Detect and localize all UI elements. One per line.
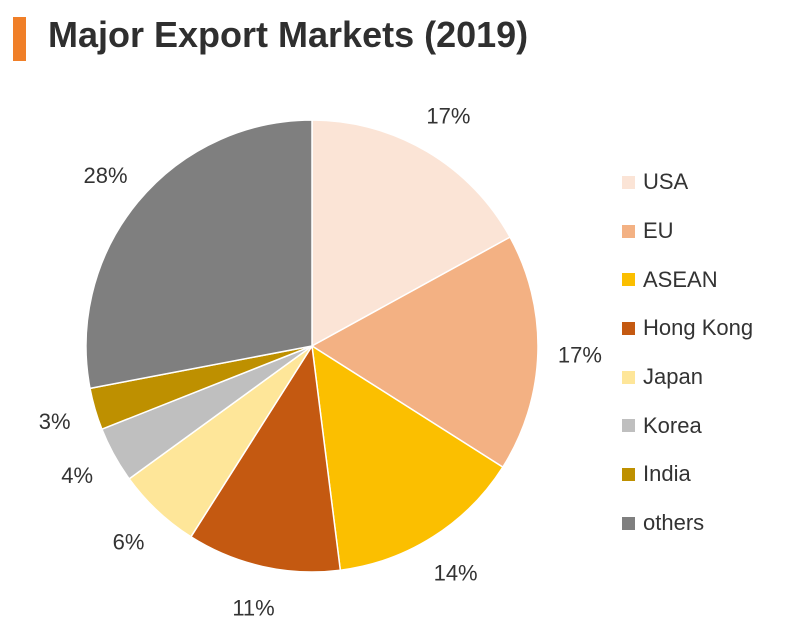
legend-label: ASEAN <box>643 266 718 292</box>
data-label-india: 3% <box>39 409 71 434</box>
pie-slice-asean <box>311 344 504 572</box>
data-label-korea: 4% <box>61 463 93 488</box>
chart-title: Major Export Markets (2019) <box>48 14 529 55</box>
legend-swatch <box>622 321 635 335</box>
pie-slice-hong-kong <box>189 343 342 573</box>
legend-label: others <box>643 510 705 536</box>
legend-swatch <box>622 224 635 238</box>
pie-slice-usa <box>311 119 512 348</box>
legend-item: ASEAN <box>622 255 753 304</box>
legend-label: EU <box>643 218 674 244</box>
legend-swatch <box>622 419 635 433</box>
data-label-asean: 14% <box>434 560 478 585</box>
data-label-hong-kong: 11% <box>232 596 274 621</box>
legend-item: others <box>622 499 753 548</box>
legend-label: USA <box>643 169 689 195</box>
data-label-japan: 6% <box>113 529 145 554</box>
legend-label: Korea <box>643 412 702 438</box>
pie-slice-eu <box>310 236 539 469</box>
legend-label: India <box>643 461 691 487</box>
legend-label: Hong Kong <box>643 315 754 341</box>
data-label-eu: 17% <box>558 342 602 367</box>
title-accent-bar <box>13 17 26 61</box>
legend-item: USA <box>622 158 753 207</box>
legend-label: Japan <box>643 364 703 390</box>
legend-swatch <box>622 467 635 481</box>
data-label-others: 28% <box>83 163 127 188</box>
data-label-usa: 17% <box>426 103 470 128</box>
legend-swatch <box>622 175 635 189</box>
legend-item: Hong Kong <box>622 304 753 353</box>
pie-slice-others <box>85 119 313 390</box>
legend-item: India <box>622 450 753 499</box>
legend-item: Korea <box>622 401 753 450</box>
legend-swatch <box>622 273 635 287</box>
legend-item: EU <box>622 207 753 256</box>
legend-swatch <box>622 516 635 530</box>
legend: USA EU ASEAN Hong Kong Japan Korea India others <box>622 158 753 548</box>
legend-item: Japan <box>622 353 753 402</box>
legend-swatch <box>622 370 635 384</box>
